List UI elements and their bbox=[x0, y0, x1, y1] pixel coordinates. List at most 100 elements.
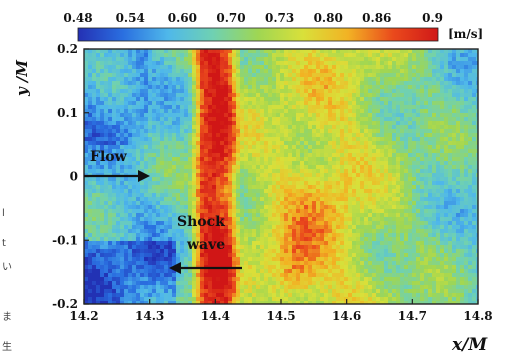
heatmap-cell bbox=[340, 141, 345, 146]
heatmap-cell bbox=[200, 213, 205, 218]
heatmap-cell bbox=[276, 229, 281, 234]
heatmap-cell bbox=[304, 109, 309, 114]
heatmap-cell bbox=[244, 61, 249, 66]
heatmap-cell bbox=[92, 165, 97, 170]
heatmap-cell bbox=[248, 109, 253, 114]
heatmap-cell bbox=[276, 81, 281, 86]
heatmap-cell bbox=[384, 181, 389, 186]
heatmap-cell bbox=[428, 233, 433, 238]
heatmap-cell bbox=[300, 101, 305, 106]
heatmap-cell bbox=[376, 57, 381, 62]
heatmap-cell bbox=[236, 137, 241, 142]
heatmap-cell bbox=[200, 85, 205, 90]
heatmap-cell bbox=[140, 217, 145, 222]
heatmap-cell bbox=[188, 141, 193, 146]
heatmap-cell bbox=[324, 221, 329, 226]
heatmap-cell bbox=[328, 89, 333, 94]
heatmap-cell bbox=[404, 185, 409, 190]
heatmap-cell bbox=[348, 225, 353, 230]
heatmap-cell bbox=[120, 133, 125, 138]
heatmap-cell bbox=[364, 49, 369, 54]
heatmap-cell bbox=[116, 133, 121, 138]
heatmap-cell bbox=[420, 109, 425, 114]
heatmap-cell bbox=[332, 153, 337, 158]
heatmap-cell bbox=[380, 185, 385, 190]
heatmap-cell bbox=[344, 65, 349, 70]
heatmap-cell bbox=[256, 141, 261, 146]
heatmap-cell bbox=[268, 73, 273, 78]
heatmap-cell bbox=[172, 193, 177, 198]
heatmap-cell bbox=[396, 201, 401, 206]
heatmap-cell bbox=[132, 181, 137, 186]
heatmap-cell bbox=[96, 157, 101, 162]
heatmap-cell bbox=[248, 89, 253, 94]
heatmap-cell bbox=[472, 189, 477, 194]
heatmap-cell bbox=[452, 89, 457, 94]
heatmap-cell bbox=[464, 245, 469, 250]
heatmap-cell bbox=[376, 237, 381, 242]
heatmap-cell bbox=[96, 217, 101, 222]
heatmap-cell bbox=[240, 149, 245, 154]
heatmap-cell bbox=[96, 149, 101, 154]
heatmap-cell bbox=[324, 237, 329, 242]
heatmap-cell bbox=[92, 137, 97, 142]
heatmap-cell bbox=[344, 165, 349, 170]
heatmap-cell bbox=[312, 125, 317, 130]
heatmap-cell bbox=[352, 113, 357, 118]
heatmap-cell bbox=[180, 145, 185, 150]
heatmap-cell bbox=[380, 245, 385, 250]
heatmap-cell bbox=[324, 201, 329, 206]
heatmap-cell bbox=[468, 81, 473, 86]
heatmap-cell bbox=[464, 177, 469, 182]
heatmap-cell bbox=[160, 117, 165, 122]
heatmap-cell bbox=[200, 245, 205, 250]
heatmap-cell bbox=[184, 225, 189, 230]
heatmap-cell bbox=[324, 225, 329, 230]
heatmap-cell bbox=[392, 61, 397, 66]
heatmap-cell bbox=[328, 153, 333, 158]
heatmap-cell bbox=[92, 197, 97, 202]
heatmap-cell bbox=[312, 245, 317, 250]
heatmap-cell bbox=[120, 201, 125, 206]
heatmap-cell bbox=[356, 121, 361, 126]
heatmap-cell bbox=[456, 213, 461, 218]
heatmap-cell bbox=[140, 185, 145, 190]
heatmap-cell bbox=[276, 161, 281, 166]
heatmap-cell bbox=[304, 205, 309, 210]
heatmap-cell bbox=[228, 237, 233, 242]
heatmap-cell bbox=[428, 61, 433, 66]
heatmap-cell bbox=[348, 73, 353, 78]
heatmap-cell bbox=[276, 217, 281, 222]
heatmap-cell bbox=[280, 97, 285, 102]
heatmap-cell bbox=[368, 197, 373, 202]
heatmap-cell bbox=[284, 145, 289, 150]
heatmap-cell bbox=[292, 185, 297, 190]
heatmap-cell bbox=[428, 185, 433, 190]
heatmap-cell bbox=[360, 117, 365, 122]
heatmap-cell bbox=[224, 105, 229, 110]
heatmap-cell bbox=[128, 157, 133, 162]
heatmap-cell bbox=[440, 133, 445, 138]
heatmap-cell bbox=[216, 161, 221, 166]
heatmap-cell bbox=[428, 177, 433, 182]
heatmap-cell bbox=[296, 109, 301, 114]
heatmap-cell bbox=[424, 221, 429, 226]
heatmap-cell bbox=[192, 129, 197, 134]
heatmap-cell bbox=[456, 57, 461, 62]
heatmap-cell bbox=[388, 241, 393, 246]
heatmap-cell bbox=[280, 165, 285, 170]
heatmap-cell bbox=[412, 173, 417, 178]
heatmap-cell bbox=[124, 141, 129, 146]
heatmap-cell bbox=[92, 125, 97, 130]
heatmap-cell bbox=[360, 141, 365, 146]
heatmap-cell bbox=[84, 105, 89, 110]
heatmap-cell bbox=[344, 89, 349, 94]
heatmap-cell bbox=[312, 149, 317, 154]
heatmap-cell bbox=[440, 97, 445, 102]
heatmap-cell bbox=[392, 177, 397, 182]
heatmap-cell bbox=[404, 201, 409, 206]
heatmap-cell bbox=[84, 201, 89, 206]
heatmap-cell bbox=[324, 53, 329, 58]
heatmap-cell bbox=[144, 117, 149, 122]
heatmap-cell bbox=[352, 197, 357, 202]
